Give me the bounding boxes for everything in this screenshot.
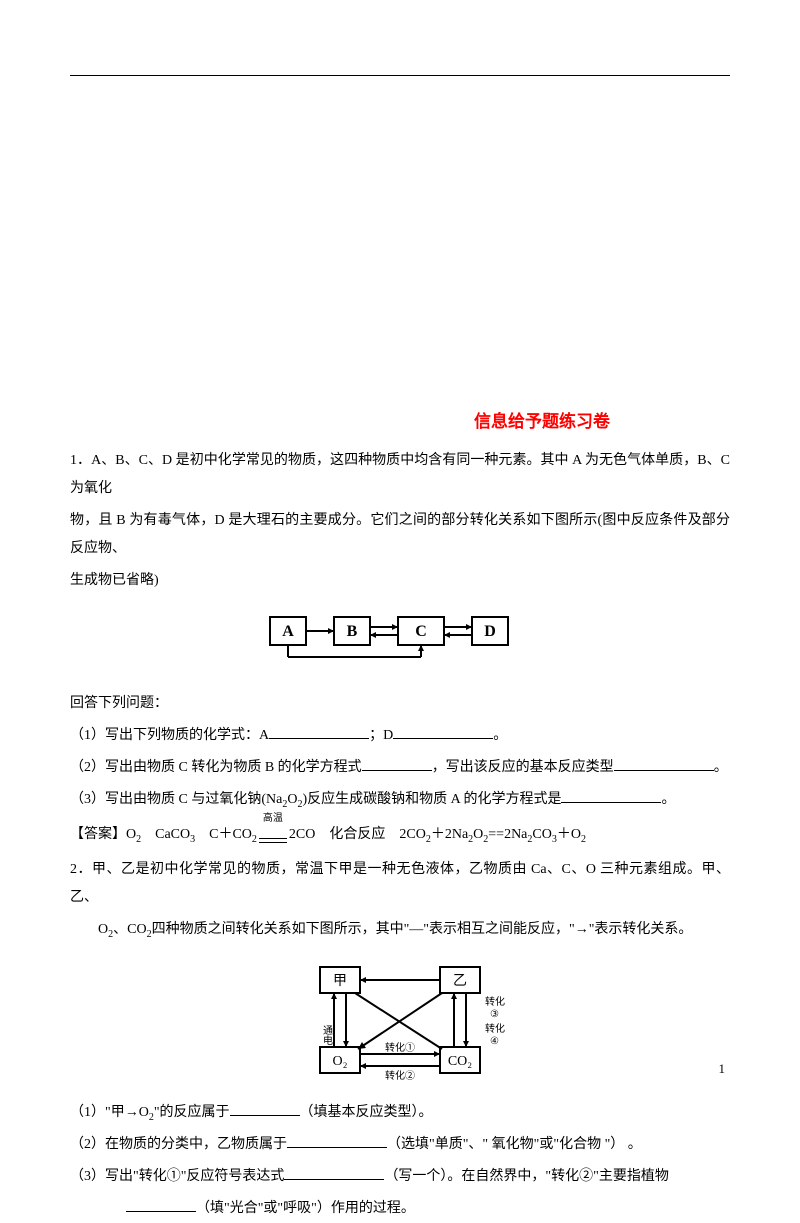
answer-label: 【答案】	[70, 827, 126, 842]
q1-intro-line2: 物，且 B 为有毒气体，D 是大理石的主要成分。它们之间的部分转化关系如下图所示…	[70, 507, 730, 563]
q2-sub1a: （1）"甲→O	[70, 1105, 149, 1120]
d2-label1: 转化①	[385, 1041, 415, 1054]
q2-intro2a: O	[98, 922, 108, 937]
q2-sub2a: （2）在物质的分类中，乙物质属于	[70, 1137, 287, 1152]
page-number: 1	[719, 1056, 726, 1082]
q1-sub2-text-c: 。	[714, 760, 728, 775]
a3a: C＋CO	[209, 827, 252, 842]
q1-sub2-text-b: ，写出该反应的基本反应类型	[432, 760, 614, 775]
top-border-line	[70, 75, 730, 76]
q2-sub3c: （填"光合"或"呼吸"）作用的过程。	[196, 1201, 415, 1216]
blank	[614, 755, 714, 771]
q2-intro2b: 、CO	[113, 922, 146, 937]
blank	[284, 1164, 384, 1180]
document-title: 信息给予题练习卷	[70, 405, 730, 439]
d2-label3: 转化	[485, 995, 505, 1008]
svg-text:③: ③	[490, 1009, 499, 1020]
a4: 化合反应	[329, 827, 385, 842]
a5b: ＋2Na	[431, 827, 468, 842]
q1-sub2-text-a: （2）写出由物质 C 转化为物质 B 的化学方程式	[70, 760, 362, 775]
diagram1: A B C D	[260, 607, 540, 667]
q2-sub3-line2: （填"光合"或"呼吸"）作用的过程。	[70, 1195, 730, 1223]
q1-intro-line3: 生成物已省略)	[70, 567, 730, 595]
d2-label4: 转化	[485, 1022, 505, 1035]
q2-sub1b: "的反应属于	[154, 1105, 230, 1120]
d2-label2: 转化②	[385, 1069, 415, 1082]
q2-intro-line2: O2、CO2四种物质之间转化关系如下图所示，其中"—"表示相互之间能反应，"→"…	[70, 916, 730, 945]
q2-sub3a: （3）写出"转化①"反应符号表达式	[70, 1169, 284, 1184]
d2-node-b: 乙	[453, 973, 467, 989]
blank	[393, 723, 493, 739]
svg-text:④: ④	[490, 1036, 499, 1047]
a2: CaCO	[155, 827, 190, 842]
node-b: B	[347, 623, 358, 640]
q1-sub3: （3）写出由物质 C 与过氧化钠(Na2O2)反应生成碳酸钠和物质 A 的化学方…	[70, 786, 730, 815]
a1: O	[126, 827, 136, 842]
a5e: ＋O	[557, 827, 581, 842]
node-c: C	[415, 623, 427, 640]
a5a: 2CO	[399, 827, 425, 842]
q2-sub2: （2）在物质的分类中，乙物质属于 （选填"单质"、" 氧化物"或"化合物 "） 。	[70, 1131, 730, 1159]
q1-sub1-text-c: 。	[493, 728, 507, 743]
diagram2: 甲 乙 O₂ CO₂ 通电 转化 ③ 转化 ④	[70, 957, 730, 1087]
d2-label-e: 通电	[321, 1024, 333, 1044]
q1-sub2: （2）写出由物质 C 转化为物质 B 的化学方程式 ，写出该反应的基本反应类型 。	[70, 754, 730, 782]
blank	[269, 723, 369, 739]
q2-sub2b: （选填"单质"、" 氧化物"或"化合物 "） 。	[387, 1137, 642, 1152]
node-d: D	[484, 623, 496, 640]
a3b: 2CO	[289, 827, 315, 842]
q1-sub3-text-c: 。	[661, 792, 675, 807]
q1-sub3-text-a: （3）写出由物质 C 与过氧化钠(Na	[70, 792, 282, 807]
q1-sub1-text-a: （1）写出下列物质的化学式：A	[70, 728, 269, 743]
d2-node-d: CO₂	[448, 1054, 472, 1069]
a5c: ==2Na	[488, 827, 527, 842]
d2-node-a: 甲	[333, 974, 347, 989]
blank	[287, 1132, 387, 1148]
a5d: CO	[532, 827, 551, 842]
q1-sub3-text-b: )反应生成碳酸钠和物质 A 的化学方程式是	[302, 792, 561, 807]
q2-sub3: （3）写出"转化①"反应符号表达式 （写一个）。在自然界中，"转化②"主要指植物	[70, 1163, 730, 1191]
blank	[362, 755, 432, 771]
answer1: 【答案】O2 CaCO3 C＋CO2高温2CO 化合反应 2CO2＋2Na2O2…	[70, 821, 730, 850]
diagram1-container: A B C D	[70, 607, 730, 678]
q1-sub1-text-b: ；D	[369, 728, 393, 743]
blank	[561, 787, 661, 803]
q1-sub1: （1）写出下列物质的化学式：A ；D 。	[70, 722, 730, 750]
d2-node-c: O₂	[333, 1054, 348, 1069]
q2-intro2c: 四种物质之间转化关系如下图所示，其中"—"表示相互之间能反应，"→"表示转化关系…	[152, 922, 693, 937]
condition: 高温	[259, 809, 287, 829]
q1-answer-header: 回答下列问题：	[70, 690, 730, 718]
blank	[230, 1100, 300, 1116]
q2-sub1c: （填基本反应类型）。	[300, 1105, 433, 1120]
q2-sub3b: （写一个）。在自然界中，"转化②"主要指植物	[384, 1169, 668, 1184]
diagram2-container: 甲 乙 O₂ CO₂ 通电 转化 ③ 转化 ④	[70, 957, 730, 1087]
q2-intro-line1: 2．甲、乙是初中化学常见的物质，常温下甲是一种无色液体，乙物质由 Ca、C、O …	[70, 856, 730, 912]
node-a: A	[282, 623, 294, 640]
q1-intro-line1: 1．A、B、C、D 是初中化学常见的物质，这四种物质中均含有同一种元素。其中 A…	[70, 447, 730, 503]
blank	[126, 1196, 196, 1212]
q2-sub1: （1）"甲→O2"的反应属于（填基本反应类型）。	[70, 1099, 730, 1128]
